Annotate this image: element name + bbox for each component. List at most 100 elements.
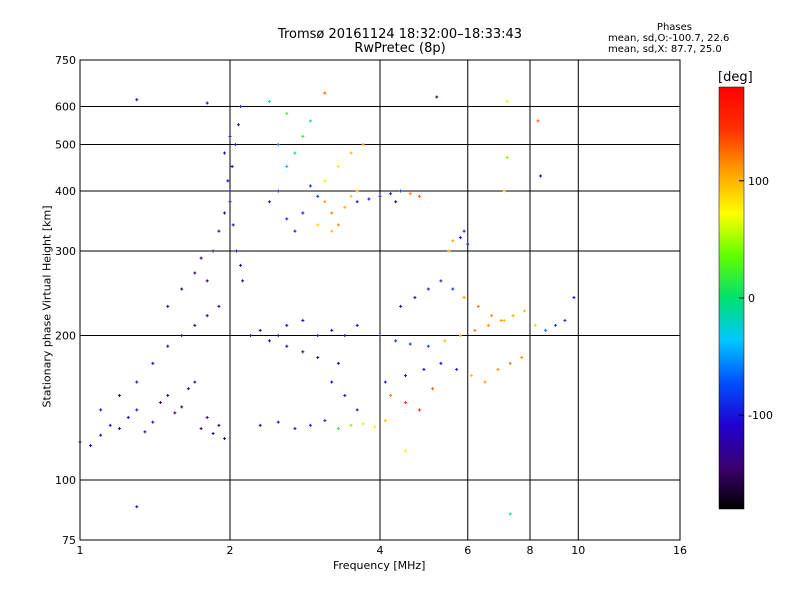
data-point	[408, 192, 412, 196]
data-point	[349, 423, 353, 427]
data-point	[126, 415, 130, 419]
data-point	[239, 105, 243, 109]
data-point	[231, 223, 235, 227]
data-point	[223, 151, 227, 155]
data-point	[403, 374, 407, 378]
data-point	[217, 423, 221, 427]
data-point	[226, 179, 230, 183]
data-point	[389, 192, 393, 196]
y-tick-label: 500	[55, 139, 76, 152]
data-point	[417, 408, 421, 412]
y-tick-label: 600	[55, 101, 76, 114]
data-point	[490, 314, 494, 318]
colorbar-tick-label: 100	[748, 175, 769, 188]
data-point	[544, 328, 548, 332]
x-tick-label: 2	[227, 544, 234, 557]
data-point	[293, 229, 297, 233]
data-point	[323, 91, 327, 95]
data-point	[330, 229, 334, 233]
data-point	[502, 318, 506, 322]
data-point	[323, 200, 327, 204]
data-point	[563, 318, 567, 322]
data-point	[330, 380, 334, 384]
data-point	[173, 411, 177, 415]
data-point	[308, 184, 312, 188]
data-point	[394, 339, 398, 343]
data-point	[186, 387, 190, 391]
data-point	[508, 512, 512, 516]
data-point	[553, 323, 557, 327]
data-point	[230, 164, 234, 168]
data-point	[285, 344, 289, 348]
data-point	[293, 151, 297, 155]
data-point	[355, 408, 359, 412]
data-point	[435, 95, 439, 99]
data-point	[426, 344, 430, 348]
data-point	[180, 405, 184, 409]
data-point	[223, 437, 227, 441]
data-point	[343, 205, 347, 209]
data-point	[536, 119, 540, 123]
data-point	[316, 334, 320, 338]
x-tick-label: 8	[527, 544, 534, 557]
y-tick-label: 75	[62, 534, 76, 547]
data-point	[378, 194, 382, 198]
data-point	[234, 249, 238, 253]
data-point	[426, 287, 430, 291]
data-point	[330, 328, 334, 332]
data-point	[394, 200, 398, 204]
data-point	[476, 304, 480, 308]
data-point	[316, 223, 320, 227]
data-point	[486, 323, 490, 327]
data-point	[166, 394, 170, 398]
data-point	[505, 99, 509, 103]
data-point	[336, 427, 340, 431]
data-point	[99, 433, 103, 437]
y-tick-label: 200	[55, 330, 76, 343]
data-point	[336, 361, 340, 365]
data-point	[143, 430, 147, 434]
data-point	[399, 189, 403, 193]
data-point	[469, 374, 473, 378]
data-point	[180, 334, 184, 338]
colorbar-unit-label: [deg]	[718, 70, 753, 85]
data-point	[217, 229, 221, 233]
data-point	[135, 380, 139, 384]
data-point	[499, 318, 503, 322]
data-point	[193, 271, 197, 275]
data-point	[505, 155, 509, 159]
data-point	[276, 143, 280, 147]
data-point	[316, 355, 320, 359]
data-point	[403, 401, 407, 405]
data-point	[293, 427, 297, 431]
data-point	[403, 449, 407, 453]
chart-title: Tromsø 20161124 18:32:00–18:33:43	[277, 27, 523, 42]
data-point	[417, 194, 421, 198]
data-point	[301, 211, 305, 215]
data-point	[258, 423, 262, 427]
data-point	[308, 423, 312, 427]
data-point	[431, 387, 435, 391]
data-point	[355, 323, 359, 327]
data-point	[511, 314, 515, 318]
data-point	[117, 394, 121, 398]
data-point	[316, 194, 320, 198]
data-point	[205, 314, 209, 318]
data-point	[217, 304, 221, 308]
data-point	[99, 408, 103, 412]
data-point	[462, 229, 466, 233]
y-tick-label: 300	[55, 245, 76, 258]
colorbar-tick-label: 0	[748, 292, 755, 305]
y-tick-label: 100	[55, 474, 76, 487]
data-point	[228, 134, 232, 138]
colorbar-ticks: 100 0 -100	[739, 175, 773, 422]
data-point	[389, 394, 393, 398]
data-point	[373, 425, 377, 429]
data-point	[241, 279, 245, 283]
data-point	[276, 189, 280, 193]
data-point	[349, 194, 353, 198]
data-point	[336, 164, 340, 168]
data-point	[439, 279, 443, 283]
data-point	[285, 112, 289, 116]
